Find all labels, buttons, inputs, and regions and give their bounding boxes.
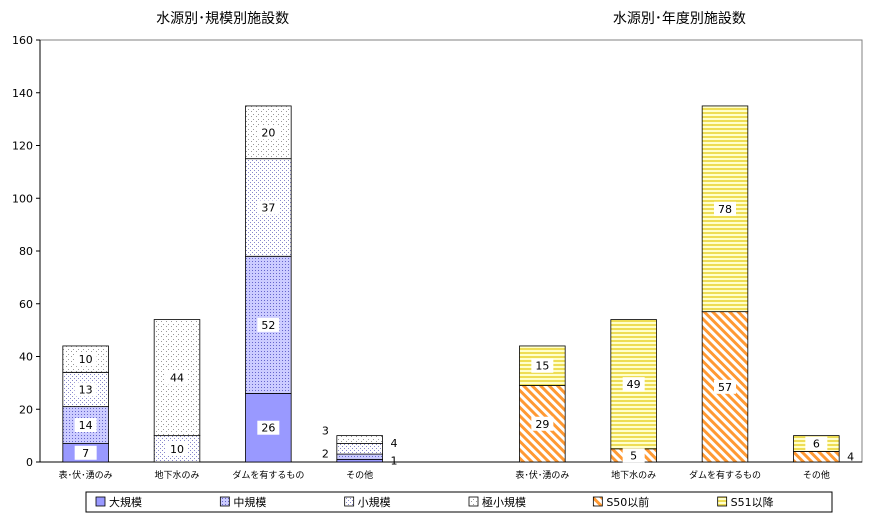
group-title: 水源別･規模別施設数 — [156, 11, 289, 27]
data-label: 2 — [322, 448, 329, 461]
x-category-label: その他 — [803, 469, 830, 481]
legend-swatch — [219, 496, 230, 507]
bar-segment — [793, 451, 840, 463]
legend-swatch — [344, 496, 355, 507]
data-label: 4 — [391, 437, 398, 450]
legend-box — [85, 491, 833, 513]
data-label: 4 — [847, 451, 854, 464]
y-tick-label: 140 — [12, 87, 33, 100]
data-label: 7 — [82, 447, 89, 460]
data-label: 6 — [813, 438, 820, 451]
legend-label: S50以前 — [606, 495, 649, 509]
data-label: 13 — [79, 383, 93, 396]
data-label: 5 — [630, 449, 637, 462]
group-title: 水源別･年度別施設数 — [613, 11, 746, 27]
data-label: 10 — [79, 353, 93, 366]
data-label: 26 — [261, 422, 275, 435]
legend-swatch — [468, 496, 479, 507]
data-label-bg — [714, 201, 736, 216]
y-tick-label: 0 — [26, 456, 33, 469]
x-category-label: 地下水のみ — [154, 469, 199, 481]
data-label-bg — [74, 445, 97, 460]
data-label: 37 — [261, 201, 275, 214]
data-label: 49 — [627, 378, 641, 391]
data-label-bg — [531, 416, 554, 431]
data-label-bg — [74, 352, 97, 367]
legend-label: S51以降 — [731, 495, 774, 509]
legend-label: 極小規模 — [482, 495, 526, 509]
legend-label: 小規模 — [358, 495, 391, 509]
data-label-bg — [714, 379, 736, 394]
y-tick-label: 160 — [12, 34, 33, 47]
data-label-bg — [622, 377, 645, 392]
y-tick-label: 60 — [19, 298, 33, 311]
legend-label: 大規模 — [109, 495, 142, 509]
data-label-bg — [805, 436, 828, 451]
x-category-label: ダムを有するもの — [232, 469, 304, 481]
y-tick-label: 80 — [19, 245, 33, 258]
data-label: 78 — [718, 203, 732, 216]
x-category-label: 表･伏･湧のみ — [59, 469, 113, 481]
data-label: 44 — [170, 372, 184, 385]
data-label-bg — [74, 418, 97, 433]
y-tick-label: 120 — [12, 140, 33, 153]
data-label-bg — [531, 358, 554, 373]
data-label-bg — [166, 370, 188, 385]
data-label: 15 — [535, 360, 549, 373]
data-label: 29 — [535, 418, 549, 431]
legend-label: 中規模 — [233, 495, 266, 509]
legend-swatch — [592, 496, 603, 507]
legend-swatch — [717, 496, 728, 507]
bar-segment — [336, 443, 383, 455]
y-tick-label: 20 — [19, 403, 33, 416]
bars-layer — [62, 105, 840, 463]
data-label-bg — [257, 125, 280, 140]
bar-segment — [701, 105, 749, 313]
x-category-label: その他 — [346, 469, 373, 481]
data-label: 14 — [79, 419, 93, 432]
data-label-bg — [622, 448, 645, 463]
data-label: 57 — [718, 381, 732, 394]
data-label: 20 — [261, 126, 275, 139]
data-label-bg — [257, 200, 280, 215]
data-label: 52 — [261, 319, 275, 332]
bar-segment — [336, 435, 383, 444]
data-label-bg — [257, 420, 280, 435]
data-label-bg — [166, 441, 188, 456]
legend: 大規模 中規模 小規模 極小規模 S50以前 S51以降 — [85, 491, 833, 513]
y-tick-label: 40 — [19, 351, 33, 364]
x-category-label: 地下水のみ — [611, 469, 656, 481]
x-category-label: 表･伏･湧のみ — [515, 469, 569, 481]
legend-swatch — [95, 496, 106, 507]
data-label-bg — [257, 317, 280, 332]
bar-segment — [336, 453, 383, 460]
data-label: 10 — [170, 443, 184, 456]
x-category-label: ダムを有するもの — [689, 469, 761, 481]
data-label-bg — [74, 382, 97, 397]
data-label: 3 — [322, 425, 329, 438]
data-label: 1 — [391, 455, 398, 468]
y-tick-label: 100 — [12, 192, 33, 205]
